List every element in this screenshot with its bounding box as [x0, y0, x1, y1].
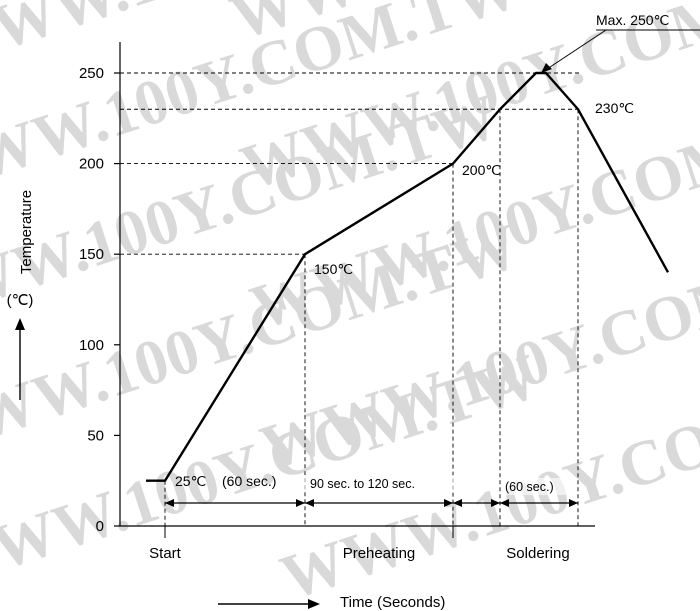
duration-head-left — [165, 499, 174, 507]
y-tick-label: 250 — [79, 65, 104, 82]
label-230: 230℃ — [595, 100, 634, 116]
label-90-120sec: 90 sec. to 120 sec. — [310, 477, 415, 491]
y-axis-unit: (℃) — [7, 292, 34, 309]
axes: 0 50 100 150 200 250 — [15, 42, 595, 609]
duration-head-left — [500, 499, 509, 507]
phase-start: Start — [149, 545, 182, 562]
y-tick-label: 200 — [79, 156, 104, 173]
label-150: 150℃ — [314, 261, 353, 277]
temperature-curve — [146, 29, 700, 482]
y-axis-arrow-head — [15, 318, 25, 330]
y-tick-label: 100 — [79, 337, 104, 354]
duration-head-right — [296, 499, 305, 507]
label-bg-90 — [300, 475, 454, 492]
duration-head-right — [569, 499, 578, 507]
duration-arrows — [165, 475, 578, 507]
curve-path — [146, 71, 670, 482]
label-60sec-start: (60 sec.) — [222, 473, 276, 489]
duration-head-right — [491, 499, 500, 507]
y-axis-label: Temperature — [18, 190, 35, 274]
duration-head-right — [444, 499, 453, 507]
y-tick-label: 50 — [87, 427, 104, 444]
label-60sec-solder: (60 sec.) — [505, 480, 554, 494]
phase-soldering: Soldering — [506, 545, 569, 562]
max-pointer-head — [541, 63, 552, 73]
label-25: 25℃ — [175, 473, 206, 489]
x-axis-label: Time (Seconds) — [340, 594, 445, 611]
label-bg-60 — [502, 478, 574, 495]
phase-preheating: Preheating — [343, 545, 416, 562]
y-tick-label: 0 — [96, 518, 104, 535]
y-tick-label: 150 — [79, 246, 104, 263]
max-label: Max. 250℃ — [596, 12, 669, 28]
max-pointer-line — [540, 29, 607, 74]
x-axis-arrow-head — [308, 599, 320, 609]
duration-head-left — [305, 499, 314, 507]
label-200: 200℃ — [462, 162, 501, 178]
duration-head-left — [453, 499, 462, 507]
